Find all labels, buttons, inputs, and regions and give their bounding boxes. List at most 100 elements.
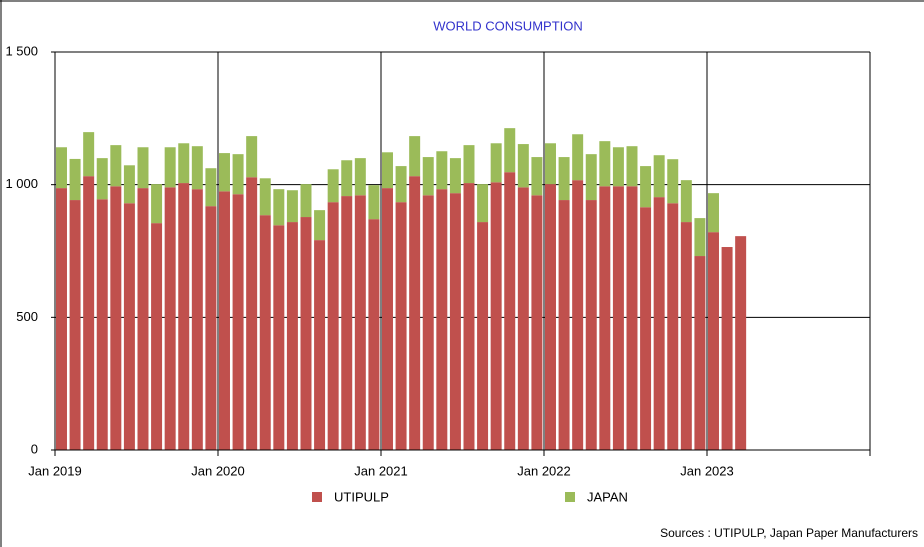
bar <box>708 193 719 233</box>
bar <box>653 155 665 198</box>
x-tick-label: Jan 2023 <box>680 463 734 478</box>
bar <box>246 136 258 178</box>
bar <box>531 195 543 450</box>
bar <box>273 189 285 226</box>
bar <box>477 184 489 223</box>
bar <box>735 236 747 450</box>
x-tick-label: Jan 2022 <box>517 463 571 478</box>
bar <box>545 184 556 451</box>
bar <box>612 147 624 187</box>
bar <box>56 147 67 189</box>
bar <box>232 154 244 195</box>
bar <box>653 197 665 450</box>
bar <box>640 207 652 450</box>
bar <box>219 191 230 451</box>
bar <box>123 165 135 204</box>
bar <box>286 222 298 450</box>
bar <box>191 146 203 190</box>
bar <box>286 190 298 223</box>
bar <box>382 152 393 189</box>
bar <box>178 143 190 184</box>
bar <box>395 166 407 203</box>
bar <box>585 200 597 450</box>
source-note: Sources : UTIPULP, Japan Paper Manufactu… <box>660 526 918 540</box>
bar <box>259 178 271 216</box>
bar <box>409 176 421 450</box>
bar <box>341 196 353 450</box>
bar <box>137 147 149 189</box>
bar <box>477 222 489 450</box>
bar <box>708 232 719 450</box>
bar <box>409 136 421 177</box>
bar <box>314 240 326 450</box>
bar <box>327 202 339 450</box>
bar <box>259 215 271 450</box>
bar <box>354 195 366 450</box>
bar <box>558 200 570 450</box>
bar <box>449 158 461 194</box>
bar <box>368 185 380 220</box>
bar <box>463 145 475 184</box>
bar <box>246 177 258 450</box>
bar <box>558 157 570 201</box>
bar <box>680 180 692 223</box>
bar <box>667 159 679 204</box>
bar <box>83 132 95 177</box>
bar <box>504 172 516 451</box>
bar <box>300 217 312 450</box>
bar <box>436 189 448 450</box>
y-tick-label: 1 000 <box>5 176 38 191</box>
bar <box>572 134 584 181</box>
bar <box>164 147 176 188</box>
bar <box>191 189 203 450</box>
bar <box>368 219 380 450</box>
bar <box>164 187 176 450</box>
bar <box>572 180 584 450</box>
bar <box>96 158 108 200</box>
x-tick-label: Jan 2020 <box>191 463 245 478</box>
bar <box>694 256 706 450</box>
bar <box>69 200 81 450</box>
bar <box>626 186 638 450</box>
bar <box>667 203 679 450</box>
bar <box>545 143 556 185</box>
bar <box>341 160 353 197</box>
legend-swatch <box>565 492 575 502</box>
bar <box>585 154 597 201</box>
bar <box>178 183 190 451</box>
bar <box>517 187 529 450</box>
bar <box>123 203 135 450</box>
bar <box>449 193 461 450</box>
x-tick-label: Jan 2019 <box>28 463 82 478</box>
bar <box>626 146 638 187</box>
y-tick-label: 500 <box>16 309 38 324</box>
bar <box>69 158 81 201</box>
bar <box>463 183 475 451</box>
bar <box>382 188 393 450</box>
chart-title: WORLD CONSUMPTION <box>433 18 583 33</box>
bar <box>205 168 217 207</box>
bar <box>314 210 326 241</box>
bar <box>504 128 516 173</box>
y-tick-label: 1 500 <box>5 43 38 58</box>
bar <box>219 153 230 192</box>
legend-label: JAPAN <box>587 489 628 504</box>
x-tick-label: Jan 2021 <box>354 463 408 478</box>
bar <box>490 182 502 450</box>
bar <box>137 188 149 450</box>
bar <box>680 222 692 450</box>
bar <box>96 199 108 450</box>
bar <box>599 186 611 450</box>
bar <box>721 247 733 450</box>
bar <box>151 184 163 224</box>
bar <box>110 186 122 450</box>
bar <box>436 151 448 190</box>
bar <box>151 223 163 450</box>
legend-label: UTIPULP <box>334 489 389 504</box>
bar <box>694 218 706 257</box>
bar <box>422 195 434 450</box>
bar <box>205 206 217 450</box>
bar <box>490 143 502 183</box>
bar <box>110 145 122 187</box>
